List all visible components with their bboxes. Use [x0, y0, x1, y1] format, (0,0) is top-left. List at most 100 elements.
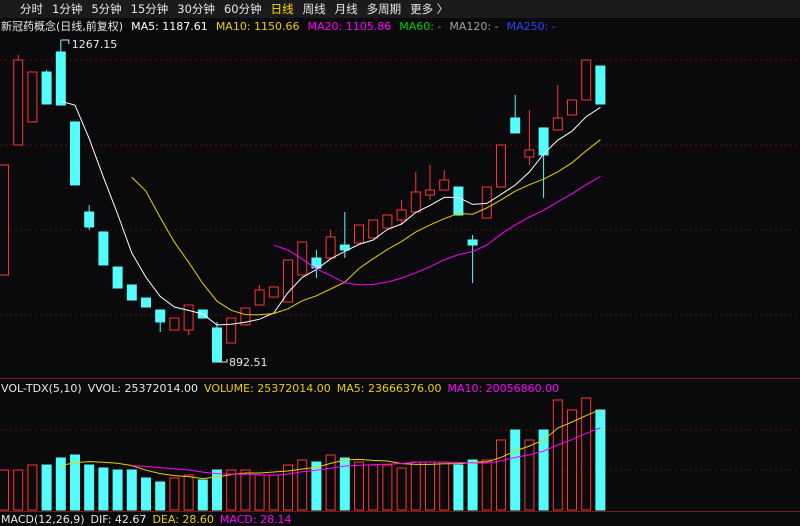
volume-bar [382, 464, 393, 511]
candle-body [325, 236, 336, 259]
low-marker [217, 359, 228, 363]
price-legend: 新冠药概念(日线,前复权) MA5: 1187.61 MA10: 1150.66 M… [0, 18, 556, 34]
period-tab[interactable]: 5分钟 [91, 2, 122, 16]
indicator-label: MACD(12,26,9) [1, 512, 85, 526]
volume-bar [197, 479, 208, 511]
volume-bar [339, 457, 350, 511]
volume-bar [283, 464, 293, 511]
volume-ma-line [131, 427, 601, 476]
volume-bar [510, 429, 521, 511]
indicator-label: MA20: 1105.86 [307, 19, 392, 33]
candle-body [524, 149, 535, 158]
low-label: 892.51 [229, 356, 268, 369]
period-tab[interactable]: 日线 [270, 2, 294, 16]
volume-bar [84, 464, 95, 511]
volume-bar [311, 461, 322, 511]
period-tab[interactable]: 周线 [302, 2, 326, 16]
period-toolbar: 分时 1分钟 5分钟 15分钟 30分钟 60分钟 日线 周线 月线 多周期 更多 〉 [0, 0, 800, 18]
volume-bar [368, 464, 379, 511]
volume-bar [396, 467, 407, 511]
volume-bar [155, 481, 166, 511]
candle-body [382, 214, 393, 229]
candle-body [425, 189, 435, 196]
period-tab[interactable]: 15分钟 [130, 2, 169, 16]
candle-body [212, 327, 222, 363]
indicator-label: MA10: 1150.66 [215, 19, 300, 33]
volume-bar [439, 461, 450, 511]
volume-bar [13, 469, 24, 511]
candle-body [481, 186, 492, 219]
indicator-label: VOL-TDX(5,10) [1, 381, 82, 395]
period-tab[interactable]: 更多 〉 [410, 2, 449, 16]
volume-bar [481, 459, 492, 511]
candle-body [581, 59, 592, 101]
macd-legend: MACD(12,26,9) DIF: 42.67 DEA: 28.60 MACD: 2… [0, 512, 292, 526]
period-tab[interactable]: 30分钟 [177, 2, 215, 16]
volume-bar [425, 461, 435, 511]
volume-bar [27, 464, 38, 511]
indicator-label: MA60: - [399, 19, 442, 33]
candle-body [112, 266, 123, 289]
candle-body [27, 71, 38, 123]
high-label: 1267.15 [72, 38, 118, 51]
indicator-label: MA10: 20056860.00 [447, 381, 560, 395]
indicator-label: DEA: 28.60 [152, 512, 214, 526]
volume-bar [581, 397, 592, 511]
ma-line [131, 139, 601, 316]
indicator-label: MA120: - [449, 19, 499, 33]
volume-bar [297, 459, 308, 511]
candle-body [510, 117, 521, 134]
volume-bar [55, 457, 66, 511]
candle-body [98, 231, 109, 266]
candle-body [368, 219, 379, 239]
ma-line [60, 100, 601, 326]
candle-body [453, 186, 464, 216]
volume-bar [354, 461, 364, 511]
candle-body [55, 51, 66, 106]
volume-bar [410, 461, 421, 511]
candle-body [268, 286, 279, 298]
indicator-label: MACD: 28.14 [219, 512, 292, 526]
period-tab[interactable]: 月线 [334, 2, 358, 16]
volume-bar [552, 399, 563, 511]
candle-body [240, 307, 251, 326]
volume-bar [567, 409, 577, 511]
candle-body [311, 257, 322, 269]
candle-body [396, 209, 407, 221]
candle-body [141, 297, 151, 308]
period-tab[interactable]: 分时 [20, 2, 43, 16]
volume-bar [169, 477, 180, 511]
period-tab[interactable]: 多周期 [366, 2, 402, 16]
candle-body [226, 317, 237, 344]
period-tab[interactable]: 1分钟 [52, 2, 83, 16]
indicator-label: MA5: 23666376.00 [336, 381, 442, 395]
period-tab[interactable]: 60分钟 [223, 2, 262, 16]
candle-body [84, 211, 95, 228]
volume-bar [41, 464, 52, 511]
ma-line [273, 176, 601, 286]
volume-bar [254, 474, 265, 511]
price-panel: 1267.15 892.51 [0, 38, 606, 369]
candle-body [70, 121, 80, 186]
candle-body [496, 144, 506, 188]
volume-bar [212, 469, 222, 511]
indicator-label: MA5: 1187.61 [131, 19, 208, 33]
candle-body [183, 304, 194, 331]
volume-bar [0, 469, 9, 511]
volume-ma-line [60, 409, 601, 480]
indicator-label: DIF: 42.67 [90, 512, 147, 526]
candle-body [41, 71, 52, 105]
candle-body [169, 317, 180, 331]
volume-bar [183, 474, 194, 511]
high-marker [60, 39, 70, 44]
candle-body [538, 127, 549, 156]
volume-bar [524, 439, 535, 511]
volume-bar [98, 467, 109, 511]
volume-bar [325, 454, 336, 511]
candle-body [552, 117, 563, 131]
volume-panel [0, 397, 606, 511]
volume-bar [112, 469, 123, 511]
candle-body [126, 284, 137, 301]
candle-body [0, 164, 9, 276]
volume-legend: VOL-TDX(5,10) VVOL: 25372014.00 VOLUME: 25… [0, 380, 559, 396]
